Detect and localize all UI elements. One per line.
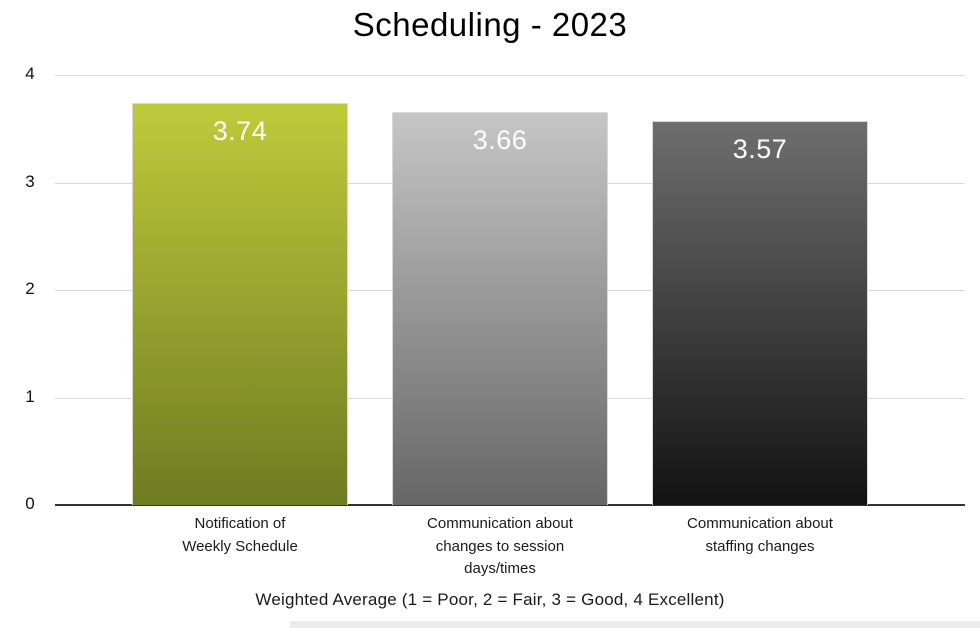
bar: 3.74: [132, 102, 348, 505]
x-axis-label: Weighted Average (1 = Poor, 2 = Fair, 3 …: [255, 590, 725, 609]
bar-value-label: 3.74: [212, 115, 268, 146]
bar: 3.66: [392, 111, 608, 505]
page-edge-strip: [290, 621, 980, 628]
y-tick-label: 4: [25, 64, 35, 83]
category-label: Notification of Weekly Schedule: [182, 515, 298, 555]
gridline: [55, 75, 965, 76]
category-label: Communication about staffing changes: [687, 515, 833, 555]
y-tick-label: 2: [25, 279, 35, 298]
bar: 3.57: [652, 121, 868, 505]
bar-value-label: 3.66: [472, 124, 528, 155]
category-label: Communication about changes to session d…: [427, 515, 573, 577]
bar-value-label: 3.57: [732, 134, 788, 165]
x-axis-line: [55, 504, 965, 506]
chart-title: Scheduling - 2023: [352, 6, 628, 43]
y-tick-label: 1: [25, 386, 35, 406]
y-tick-label: 0: [25, 494, 35, 513]
y-tick-label: 3: [25, 171, 35, 191]
